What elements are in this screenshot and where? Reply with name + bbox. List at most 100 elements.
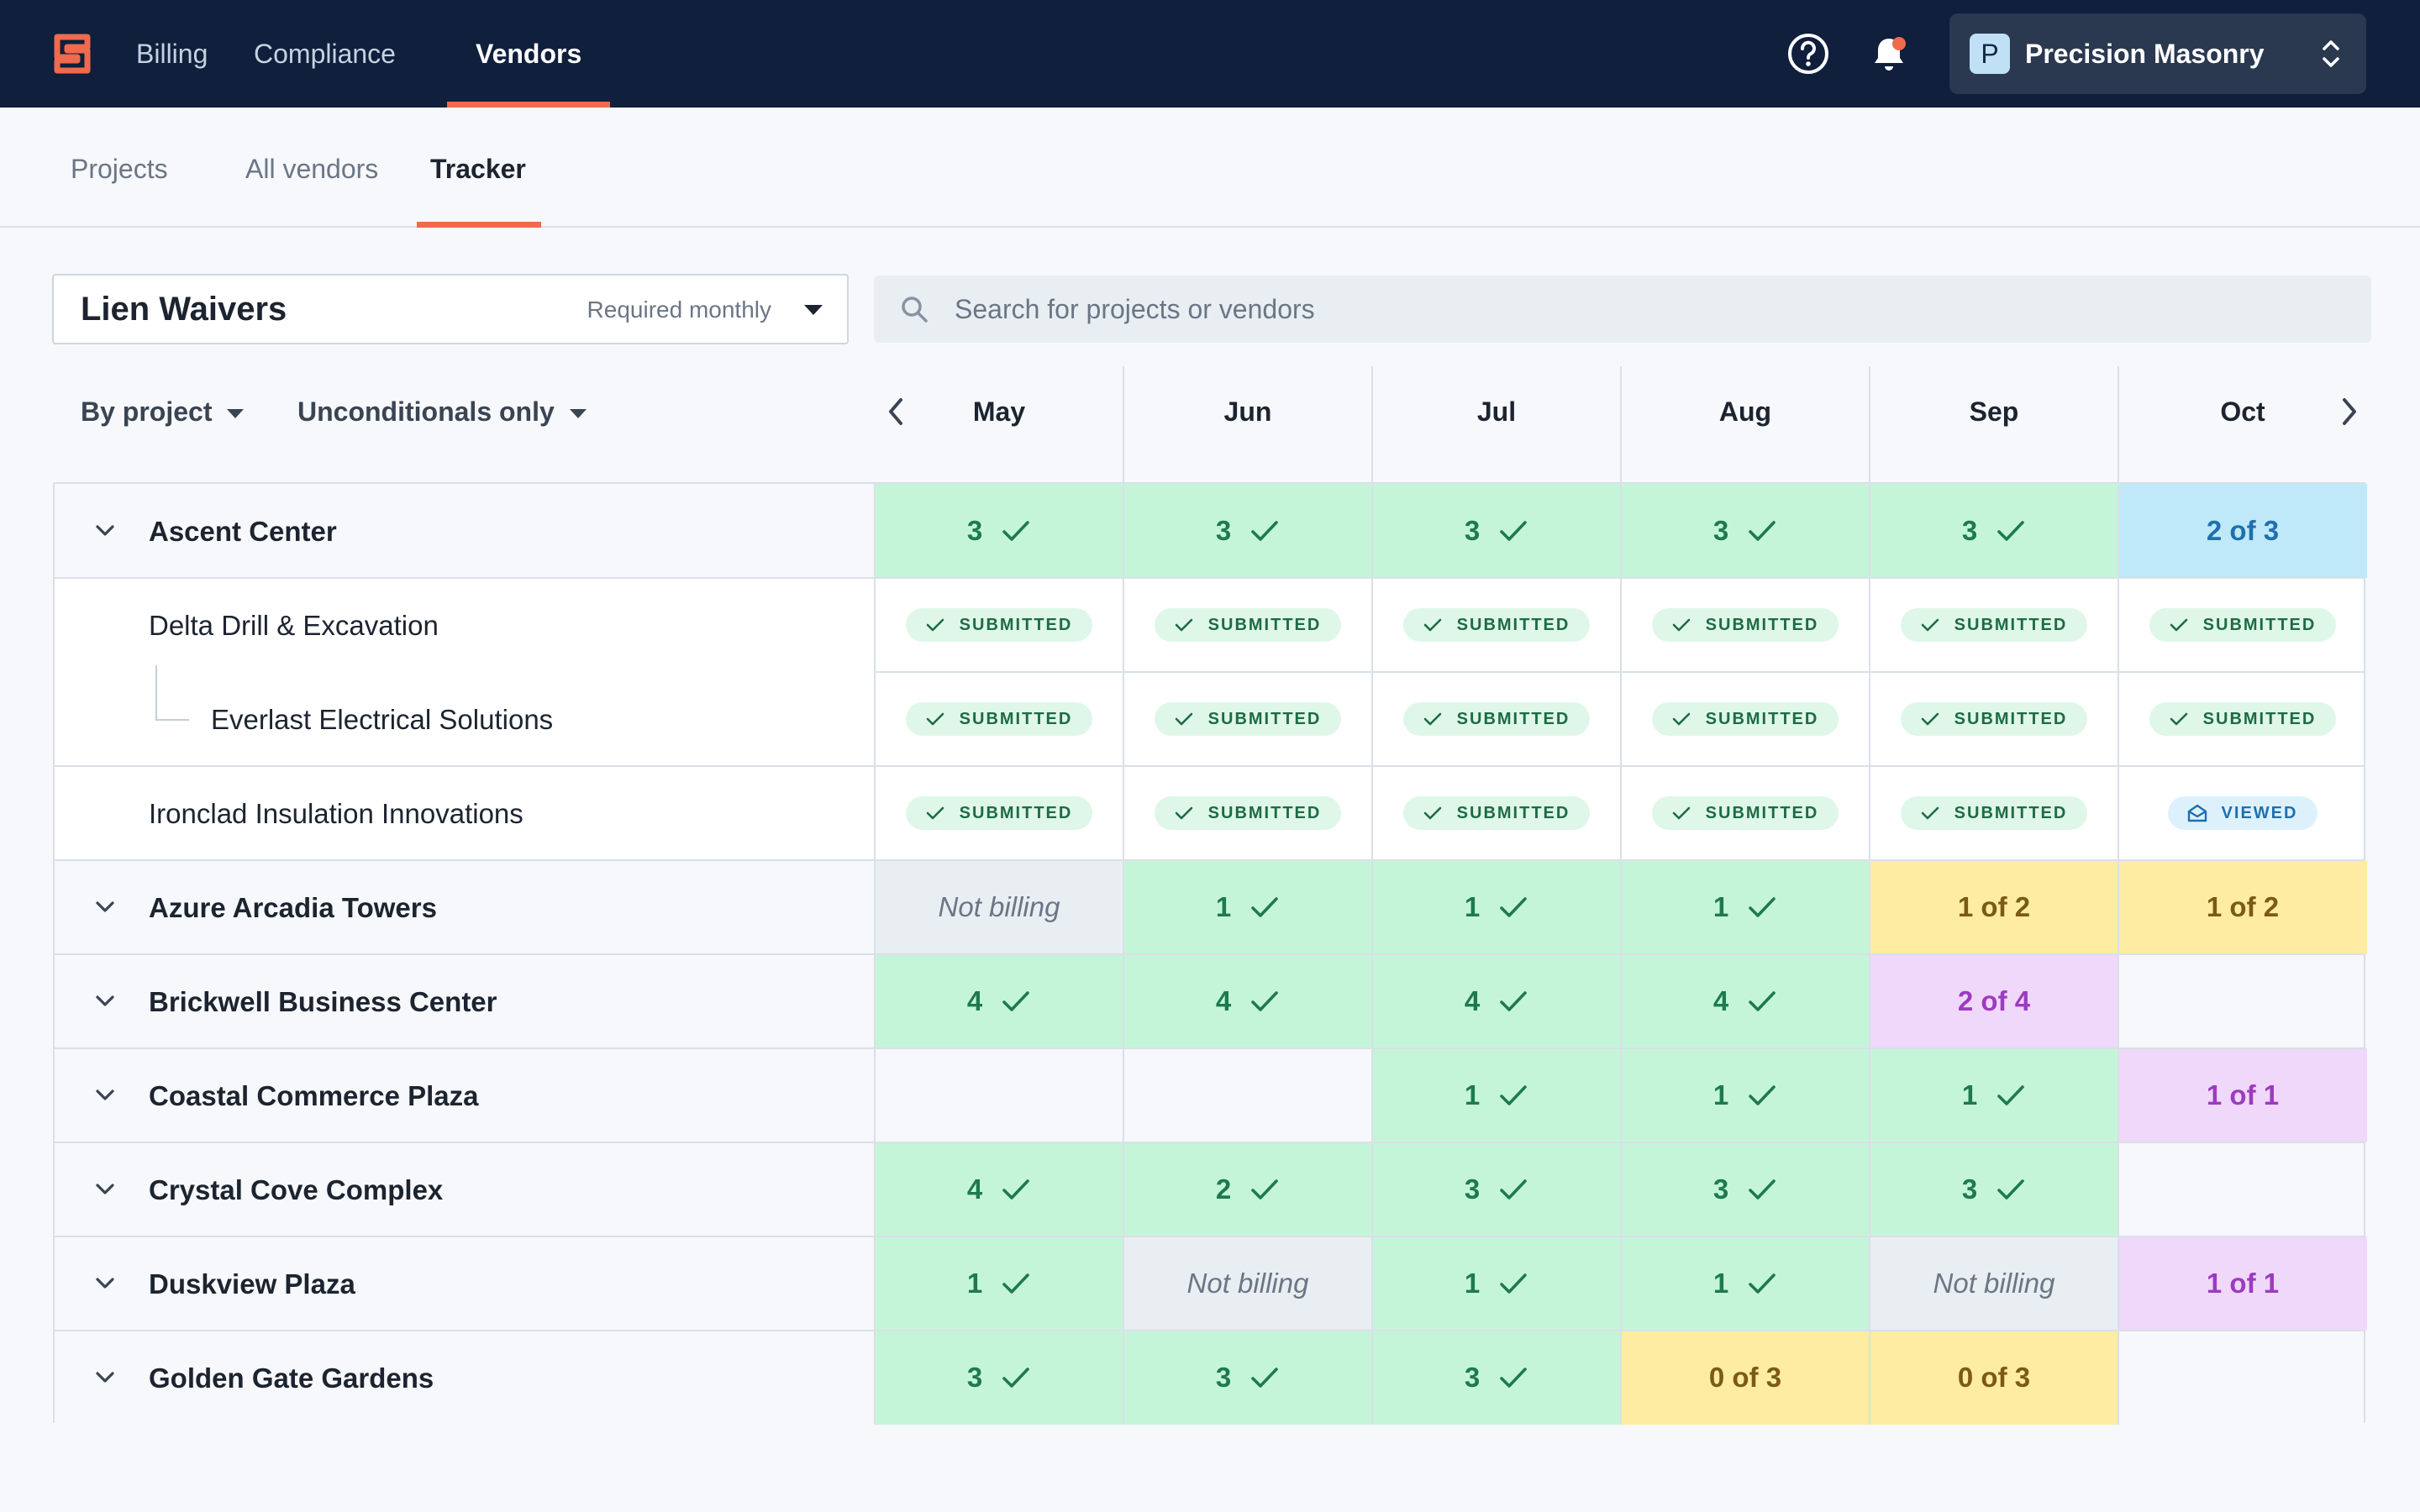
org-switcher[interactable]: P Precision Masonry <box>1949 13 2366 94</box>
status-cell-vendor[interactable]: SUBMITTED <box>2118 578 2367 672</box>
status-cell-vendor[interactable]: SUBMITTED <box>875 578 1123 672</box>
project-row[interactable]: Ascent Center 3 3 3 3 3 2 of 3 <box>55 484 2367 578</box>
column-divider <box>1620 484 1622 1425</box>
bell-icon[interactable] <box>1865 30 1912 77</box>
status-cell-complete[interactable]: 4 <box>1123 954 1372 1048</box>
subnav-projects[interactable]: Projects <box>71 154 168 184</box>
status-cell-pending[interactable]: 0 of 3 <box>1870 1331 2118 1425</box>
next-month-button[interactable] <box>2334 391 2365 432</box>
status-cell-complete[interactable]: 4 <box>875 954 1123 1048</box>
badge-label: SUBMITTED <box>1207 615 1322 634</box>
status-cell-complete[interactable]: 3 <box>1621 1142 1870 1236</box>
vendor-row: Everlast Electrical Solutions SUBMITTED SU… <box>55 665 2367 766</box>
status-cell-vendor[interactable]: SUBMITTED <box>1870 672 2118 766</box>
project-row[interactable]: Golden Gate Gardens 3 3 3 0 of 3 0 of 3 <box>55 1331 2364 1425</box>
status-cell-complete[interactable]: 1 <box>1372 1236 1621 1331</box>
project-name: Azure Arcadia Towers <box>149 892 437 923</box>
logo-icon[interactable] <box>49 30 96 77</box>
project-name: Brickwell Business Center <box>149 986 497 1017</box>
badge-label: SUBMITTED <box>1705 615 1819 634</box>
project-row[interactable]: Brickwell Business Center 4 4 4 4 2 of 4 <box>55 954 2364 1048</box>
status-cell-complete[interactable]: 1 <box>1870 1048 2118 1142</box>
status-cell-vendor[interactable]: SUBMITTED <box>1621 578 1870 672</box>
document-type-select[interactable]: Lien Waivers Required monthly <box>52 274 849 344</box>
status-cell-vendor[interactable]: SUBMITTED <box>1621 766 1870 860</box>
status-cell-partial[interactable]: 2 of 4 <box>1870 954 2118 1048</box>
status-cell-vendor[interactable]: SUBMITTED <box>1372 578 1621 672</box>
completed-count: 1 <box>1961 1079 1978 1110</box>
subnav-tracker[interactable]: Tracker <box>430 154 526 184</box>
status-cell-vendor[interactable]: SUBMITTED <box>875 766 1123 860</box>
nav-vendors[interactable]: Vendors <box>476 39 582 69</box>
search-input[interactable] <box>955 276 2349 343</box>
completed-count: 4 <box>1712 985 1729 1016</box>
status-cell-vendor[interactable]: SUBMITTED <box>1123 672 1372 766</box>
chevron-down-icon[interactable] <box>90 1362 120 1393</box>
status-cell-vendor[interactable]: SUBMITTED <box>1870 578 2118 672</box>
nav-billing[interactable]: Billing <box>136 39 208 69</box>
progress-text: 1 of 2 <box>1957 891 2031 922</box>
caret-down-icon <box>804 305 823 315</box>
project-row[interactable]: Azure Arcadia Towers Not billing 1 1 1 1 of 2… <box>55 860 2367 954</box>
status-cell-complete[interactable]: 4 <box>1621 954 1870 1048</box>
chevron-down-icon[interactable] <box>90 1080 120 1110</box>
status-cell-vendor[interactable]: SUBMITTED <box>1372 672 1621 766</box>
status-cell-pending[interactable]: 1 of 2 <box>2118 860 2367 954</box>
project-row[interactable]: Crystal Cove Complex 4 2 3 3 3 <box>55 1142 2364 1236</box>
status-cell-vendor[interactable]: SUBMITTED <box>2118 672 2367 766</box>
status-cell-not-billing[interactable]: Not billing <box>1123 1236 1372 1331</box>
status-cell-pending[interactable]: 0 of 3 <box>1621 1331 1870 1425</box>
nav-compliance[interactable]: Compliance <box>254 39 396 69</box>
row-divider <box>55 1047 2364 1049</box>
status-cell-complete[interactable]: 3 <box>1870 484 2118 578</box>
help-icon[interactable] <box>1785 30 1832 77</box>
group-by-dropdown[interactable]: By project <box>81 383 245 440</box>
status-cell-vendor[interactable]: SUBMITTED <box>1123 766 1372 860</box>
status-cell-partial[interactable]: 1 of 1 <box>2118 1236 2367 1331</box>
status-cell-complete[interactable]: 1 <box>1372 1048 1621 1142</box>
status-cell-vendor[interactable]: SUBMITTED <box>1621 672 1870 766</box>
status-cell-complete[interactable]: 3 <box>875 484 1123 578</box>
chevron-down-icon[interactable] <box>90 1268 120 1299</box>
status-cell-complete[interactable]: 3 <box>1123 484 1372 578</box>
check-icon <box>1500 1179 1527 1200</box>
status-cell-vendor[interactable]: VIEWED <box>2118 766 2367 860</box>
status-cell-complete[interactable]: 3 <box>875 1331 1123 1425</box>
status-cell-complete[interactable]: 3 <box>1621 484 1870 578</box>
status-cell-not-billing[interactable]: Not billing <box>875 860 1123 954</box>
status-cell-complete[interactable]: 3 <box>1123 1331 1372 1425</box>
status-cell-vendor[interactable]: SUBMITTED <box>1123 578 1372 672</box>
status-cell-vendor[interactable]: SUBMITTED <box>1870 766 2118 860</box>
status-cell-vendor[interactable]: SUBMITTED <box>1372 766 1621 860</box>
project-row[interactable]: Duskview Plaza 1 Not billing 1 1 Not billing 1… <box>55 1236 2367 1331</box>
status-cell-vendor[interactable]: SUBMITTED <box>875 672 1123 766</box>
status-cell-partial[interactable]: 1 of 1 <box>2118 1048 2367 1142</box>
project-row[interactable]: Coastal Commerce Plaza 1 1 1 1 of 1 <box>55 1048 2367 1142</box>
chevron-down-icon[interactable] <box>90 516 120 546</box>
status-cell-complete[interactable]: 1 <box>1123 860 1372 954</box>
status-cell-complete[interactable]: 1 <box>1621 860 1870 954</box>
status-cell-complete[interactable]: 1 <box>1372 860 1621 954</box>
chevron-down-icon[interactable] <box>90 1174 120 1205</box>
status-cell-complete[interactable]: 3 <box>1870 1142 2118 1236</box>
status-cell-complete[interactable]: 1 <box>875 1236 1123 1331</box>
chevron-down-icon[interactable] <box>90 986 120 1016</box>
chevron-down-icon[interactable] <box>90 892 120 922</box>
waiver-type-dropdown[interactable]: Unconditionals only <box>297 383 587 440</box>
status-cell-progress[interactable]: 2 of 3 <box>2118 484 2367 578</box>
subnav-all-vendors[interactable]: All vendors <box>245 154 379 184</box>
status-cell-not-billing[interactable]: Not billing <box>1870 1236 2118 1331</box>
check-icon <box>1251 1179 1278 1200</box>
status-cell-complete[interactable]: 3 <box>1372 1331 1621 1425</box>
check-icon <box>926 712 944 726</box>
status-cell-complete[interactable]: 4 <box>1372 954 1621 1048</box>
status-cell-complete[interactable]: 2 <box>1123 1142 1372 1236</box>
prev-month-button[interactable] <box>881 391 911 432</box>
check-icon <box>1749 991 1776 1011</box>
status-cell-pending[interactable]: 1 of 2 <box>1870 860 2118 954</box>
status-cell-complete[interactable]: 3 <box>1372 1142 1621 1236</box>
status-cell-complete[interactable]: 3 <box>1372 484 1621 578</box>
status-cell-complete[interactable]: 4 <box>875 1142 1123 1236</box>
status-cell-complete[interactable]: 1 <box>1621 1236 1870 1331</box>
status-cell-complete[interactable]: 1 <box>1621 1048 1870 1142</box>
